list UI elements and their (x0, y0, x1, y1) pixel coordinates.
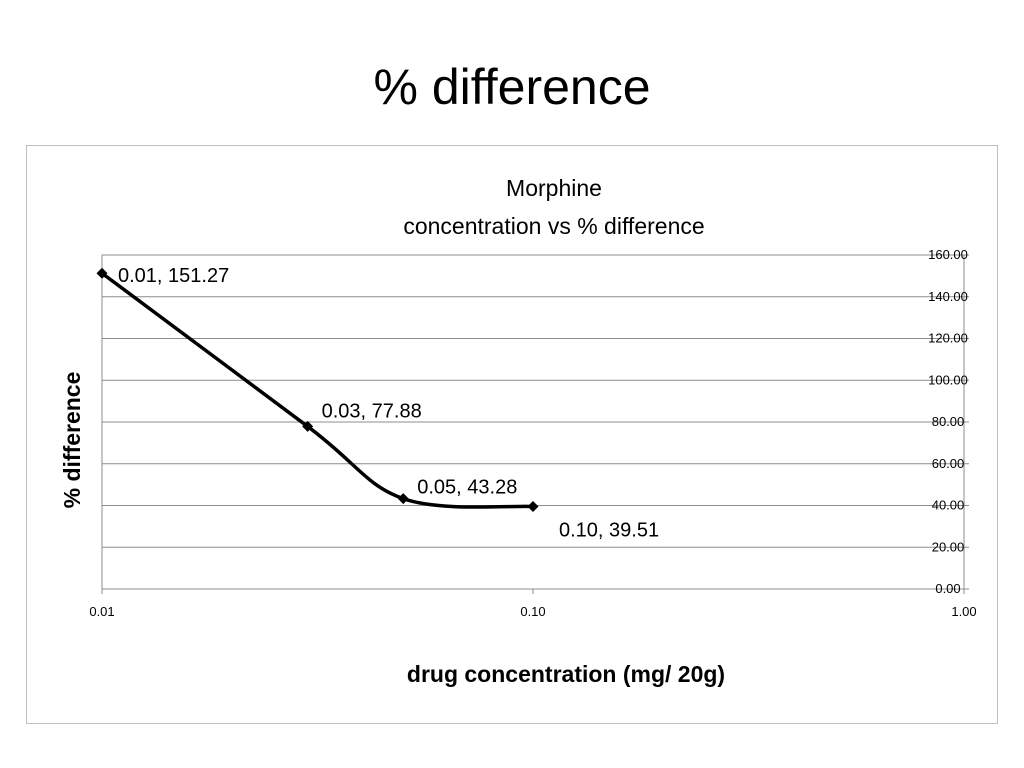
y-tick-label: 40.00 (932, 498, 965, 513)
data-label: 0.03, 77.88 (322, 400, 422, 422)
y-tick-label: 80.00 (932, 414, 965, 429)
data-label: 0.01, 151.27 (118, 265, 229, 287)
y-tick-label: 0.00 (935, 581, 960, 596)
data-label: 0.10, 39.51 (559, 520, 659, 542)
chart-title-line-2: concentration vs % difference (403, 213, 704, 239)
x-tick-label: 0.01 (89, 604, 114, 619)
data-label: 0.05, 43.28 (417, 477, 517, 499)
y-tick-label: 160.00 (928, 247, 968, 262)
y-tick-label: 100.00 (928, 372, 968, 387)
y-axis-label: % difference (59, 372, 85, 509)
chart-frame (26, 145, 998, 724)
y-tick-label: 120.00 (928, 331, 968, 346)
x-axis-label: drug concentration (mg/ 20g) (407, 661, 725, 687)
y-axis-ticks: 0.00 20.00 40.00 60.00 80.00 100.00 120.00 140.… (928, 247, 969, 596)
x-tick-label: 1.00 (951, 604, 976, 619)
data-point-marker (527, 501, 539, 513)
x-axis-ticks: 0.01 0.10 1.00 (89, 589, 977, 619)
data-point-marker (96, 267, 108, 279)
chart-title-line-1: Morphine (506, 175, 602, 201)
y-tick-label: 140.00 (928, 289, 968, 304)
series-line (100, 271, 535, 509)
series-markers (96, 267, 539, 513)
data-point-marker (302, 420, 314, 432)
slide-title: % difference (373, 59, 651, 115)
y-tick-label: 60.00 (932, 456, 965, 471)
data-point-marker (397, 493, 409, 505)
grid-lines (102, 296, 964, 548)
data-labels: 0.01, 151.27 0.03, 77.88 0.05, 43.28 0.10, … (118, 265, 659, 541)
y-tick-label: 20.00 (932, 539, 965, 554)
x-tick-label: 0.10 (520, 604, 545, 619)
